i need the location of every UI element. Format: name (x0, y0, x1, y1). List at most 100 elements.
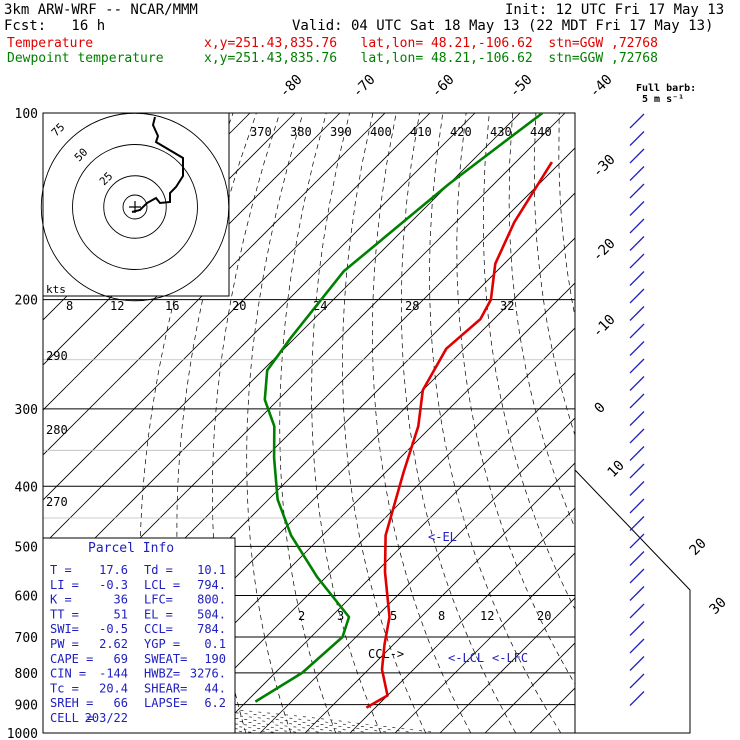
dry-adiabat (342, 113, 427, 733)
parcel-key: LCL = (144, 578, 180, 592)
dry-adiabat (652, 113, 740, 733)
wind-barb (629, 148, 645, 164)
parcel-value: 36 (114, 593, 128, 607)
parcel-key: SREH = (50, 696, 93, 710)
pressure-tick-label: 600 (15, 589, 38, 604)
dry-adiabat (533, 113, 575, 437)
parcel-key: YGP = (144, 637, 180, 651)
parcel-value: 17.6 (99, 563, 128, 577)
parcel-value: 784. (197, 622, 226, 636)
parcel-value: 20.4 (99, 681, 128, 695)
isotherm-line (43, 113, 341, 411)
dewpoint-location: x,y=251.43,835.76 lat,lon= 48.21,-106.62… (204, 51, 658, 66)
dry-adiabat-label: 280 (46, 423, 68, 437)
parcel-key: LI = (50, 578, 79, 592)
wind-barb (629, 586, 645, 601)
wind-barb (629, 183, 645, 199)
parcel-key: CIN = (50, 667, 86, 681)
hodo-ring (72, 144, 198, 270)
wind-barbs (629, 113, 645, 706)
isotherm-tick-label: 20 (687, 536, 710, 559)
parcel-value: 66 (114, 696, 128, 710)
hodo-ring (103, 175, 167, 239)
isotherm-tick-label: -70 (350, 72, 379, 101)
hodo-speed-label: 32 (500, 299, 514, 313)
pressure-tick-label: 400 (15, 480, 38, 495)
wind-barb (629, 481, 645, 496)
parcel-value: -144 (99, 667, 128, 681)
wind-barb (629, 691, 645, 706)
isotherm-line (43, 113, 476, 546)
wind-barb (629, 358, 645, 374)
isotherm-tick-label: -30 (590, 152, 619, 181)
temperature-location: x,y=251.43,835.76 lat,lon= 48.21,-106.62… (204, 36, 658, 51)
mixing-ratio-label: 3 (337, 609, 344, 623)
isotherm-line (169, 327, 575, 733)
dry-adiabat (311, 113, 382, 733)
wind-barb (629, 551, 645, 566)
wind-barb (629, 288, 645, 304)
dry-adiabat (456, 113, 575, 685)
isotherm-tick-label: 30 (707, 595, 730, 618)
pressure-tick-label: 100 (15, 107, 38, 122)
wind-barb (629, 656, 645, 671)
isotherm-line (43, 113, 521, 591)
dewpoint-profile (254, 111, 544, 703)
parcel-value: 51 (114, 607, 128, 621)
mixing-ratio-label: 5 (390, 609, 397, 623)
wind-barb (629, 253, 645, 269)
pressure-tick-label: 500 (15, 540, 38, 555)
isotherm-tick-label: -50 (507, 72, 536, 101)
parcel-key: HWBZ= (144, 667, 180, 681)
barb-key-units: 5 m s⁻¹ (642, 94, 685, 105)
dry-adiabat (508, 113, 575, 529)
mixing-ratio-label: 8 (438, 609, 445, 623)
dewpoint-legend: Dewpoint temperature (7, 51, 164, 66)
dry-adiabat (558, 113, 575, 319)
dry-adiabat-label: 290 (46, 349, 68, 363)
wind-barb (629, 113, 645, 129)
wind-barb (629, 271, 645, 286)
ccl-annotation: CCL-> (368, 647, 404, 661)
hodo-speed-label: 24 (313, 299, 327, 313)
wind-barb (629, 201, 645, 216)
parcel-key: TT = (50, 607, 79, 621)
dry-adiabat-label: 270 (46, 495, 68, 509)
pressure-tick-label: 1000 (7, 727, 38, 740)
isotherm-line (43, 113, 431, 501)
wind-barb (629, 376, 645, 391)
parcel-value: 10.1 (197, 563, 226, 577)
isotherm-tick-label: -10 (590, 312, 619, 341)
hodo-speed-label: 16 (165, 299, 179, 313)
dry-adiabat (583, 113, 740, 733)
dry-adiabat (401, 113, 517, 733)
parcel-value: 794. (197, 578, 226, 592)
mixing-ratio-label: 20 (537, 609, 551, 623)
wind-barb (629, 428, 645, 444)
hodo-speed-label: 8 (66, 299, 73, 313)
wind-barb (629, 621, 645, 636)
wind-barb (629, 446, 645, 461)
parcel-value: 190 (204, 652, 226, 666)
temperature-profile (365, 161, 554, 709)
theta-e-label: 380 (290, 125, 312, 139)
parcel-value: 44. (204, 681, 226, 695)
parcel-value: 504. (197, 607, 226, 621)
dry-adiabat (606, 113, 740, 733)
parcel-box-frame (42, 537, 236, 734)
parcel-key: Tc = (50, 681, 79, 695)
parcel-key: EL = (144, 607, 173, 621)
dry-adiabat (699, 113, 740, 733)
wind-barb (629, 463, 645, 479)
parcel-key: SWEAT= (144, 652, 187, 666)
hodo-speed-label: 20 (232, 299, 246, 313)
parcel-value: 203/22 (85, 711, 128, 725)
wind-barb (629, 393, 645, 409)
hodo-frame (42, 112, 230, 297)
theta-e-label: 440 (530, 125, 552, 139)
wind-barb (629, 341, 645, 356)
frame-extension (43, 469, 691, 734)
sounding-profiles (254, 111, 554, 709)
lcl-annotation: <-LCL (448, 651, 484, 665)
